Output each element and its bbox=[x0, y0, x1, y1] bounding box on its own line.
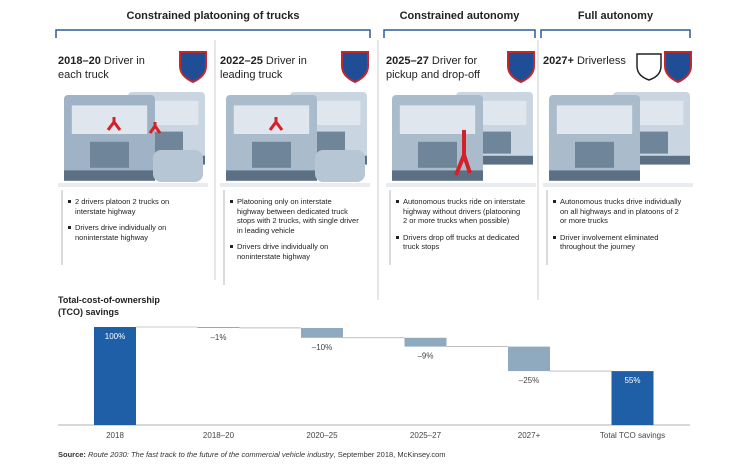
bar bbox=[404, 337, 447, 347]
road bbox=[58, 183, 208, 187]
truck-windshield bbox=[556, 105, 633, 134]
truck-grille bbox=[150, 131, 183, 154]
bar bbox=[301, 327, 343, 338]
truck-bumper bbox=[613, 155, 690, 165]
truck-bumper bbox=[226, 170, 317, 181]
highway-shield bbox=[341, 51, 369, 84]
panel-desc: Driver in each truck bbox=[58, 55, 145, 81]
bullet-list: Autonomous trucks drive individually on … bbox=[553, 197, 683, 259]
bullet: Platooning only on interstate highway be… bbox=[230, 197, 360, 235]
highway-shield bbox=[179, 51, 207, 84]
panel-title: 2018–20 Driver in each truck bbox=[58, 54, 170, 82]
bar bbox=[611, 371, 654, 425]
road bbox=[386, 183, 536, 187]
bar bbox=[94, 327, 136, 425]
highway-shield bbox=[664, 51, 692, 84]
bullet: Drivers drive individually on noninterst… bbox=[68, 223, 198, 242]
x-tick-label: 2027+ bbox=[518, 431, 541, 440]
bullet: Autonomous trucks ride on interstate hig… bbox=[396, 197, 526, 226]
source-suffix: , September 2018, McKinsey.com bbox=[333, 450, 446, 459]
value-label: –9% bbox=[417, 352, 433, 361]
truck-grille bbox=[312, 131, 345, 154]
bullet-list: Platooning only on interstate highway be… bbox=[230, 197, 360, 268]
panel-desc: Driverless bbox=[576, 55, 626, 67]
panel-desc: Driver for pickup and drop-off bbox=[386, 55, 480, 81]
value-label: 55% bbox=[624, 376, 640, 385]
driver bbox=[148, 122, 162, 134]
bullet: 2 drivers platoon 2 trucks on interstate… bbox=[68, 197, 198, 216]
value-label: –25% bbox=[519, 376, 539, 385]
dividers bbox=[214, 40, 539, 300]
truck-grille bbox=[90, 141, 129, 168]
car bbox=[153, 150, 203, 182]
source: Source: Route 2030: The fast track to th… bbox=[58, 450, 446, 459]
x-tick-label: 2018–20 bbox=[203, 431, 235, 440]
panel-desc: Driver in leading truck bbox=[220, 55, 307, 81]
bullet: Drivers drop off trucks at dedicated tru… bbox=[396, 233, 526, 252]
car bbox=[315, 150, 365, 182]
panel-period: 2018–20 bbox=[58, 55, 101, 67]
source-title: Route 2030: The fast track to the future… bbox=[88, 450, 334, 459]
value-label: –1% bbox=[210, 333, 226, 342]
truck-windshield bbox=[399, 105, 476, 134]
group-label: Full autonomy bbox=[577, 10, 654, 22]
road bbox=[543, 183, 693, 187]
x-tick-label: 2018 bbox=[106, 431, 124, 440]
panel-title: 2025–27 Driver for pickup and drop-off bbox=[386, 54, 498, 82]
route-shield bbox=[636, 53, 662, 81]
group-label: Constrained autonomy bbox=[399, 10, 520, 22]
panel-title: 2022–25 Driver in leading truck bbox=[220, 54, 332, 82]
brackets bbox=[55, 29, 691, 38]
chart-title: Total-cost-of-ownership (TCO) savings bbox=[58, 295, 160, 317]
x-tick-label: 2025–27 bbox=[410, 431, 442, 440]
truck-grille bbox=[252, 141, 291, 168]
value-label: 100% bbox=[105, 332, 125, 341]
driver bbox=[454, 130, 472, 176]
x-tick-label: Total TCO savings bbox=[600, 431, 665, 440]
bullet: Drivers drive individually on noninterst… bbox=[230, 242, 360, 261]
truck-bumper bbox=[456, 155, 533, 165]
bullet: Autonomous trucks drive individually on … bbox=[553, 197, 683, 226]
truck-bumper bbox=[392, 170, 483, 181]
panel-period: 2025–27 bbox=[386, 55, 429, 67]
highway-shield bbox=[507, 51, 535, 84]
road bbox=[220, 183, 370, 187]
panel-title: 2027+ Driverless bbox=[543, 54, 655, 68]
value-label: –10% bbox=[312, 343, 332, 352]
group-label: Constrained platooning of trucks bbox=[126, 10, 300, 22]
x-tick-label: 2020–25 bbox=[306, 431, 338, 440]
truck-grille bbox=[575, 141, 614, 168]
bullet-list: 2 drivers platoon 2 trucks on interstate… bbox=[68, 197, 198, 249]
source-prefix: Source: bbox=[58, 450, 89, 459]
bullet-list: Autonomous trucks ride on interstate hig… bbox=[396, 197, 526, 259]
bar bbox=[197, 327, 240, 328]
truck-grille bbox=[478, 131, 511, 154]
truck-grille bbox=[635, 131, 668, 154]
truck-bumper bbox=[549, 170, 640, 181]
truck-bumper bbox=[64, 170, 155, 181]
bar bbox=[508, 346, 550, 372]
panel-period: 2027+ bbox=[543, 55, 574, 67]
truck-grille bbox=[418, 141, 457, 168]
driver bbox=[268, 117, 284, 131]
panel-period: 2022–25 bbox=[220, 55, 263, 67]
driver bbox=[106, 117, 122, 131]
bullet: Driver involvement eliminated throughout… bbox=[553, 233, 683, 252]
